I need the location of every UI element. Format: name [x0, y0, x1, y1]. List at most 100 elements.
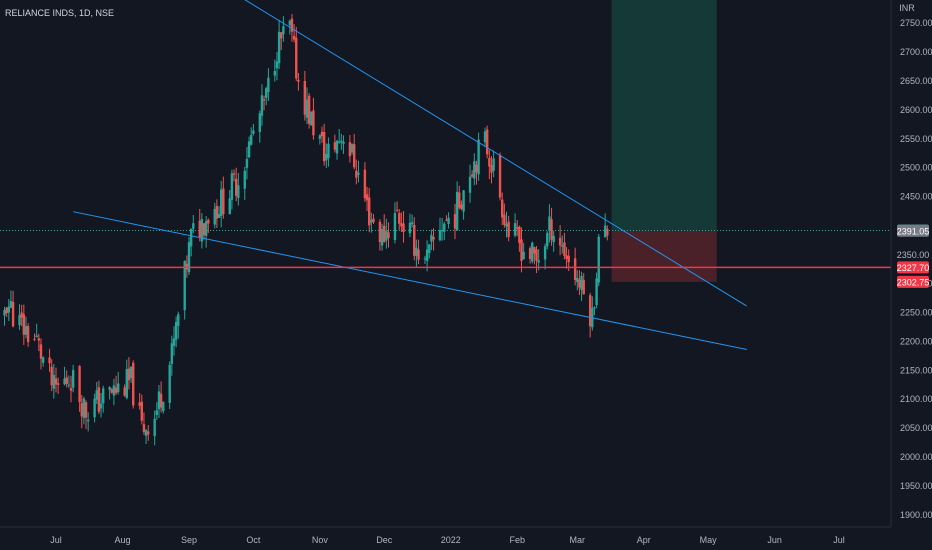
candle [473, 153, 476, 186]
x-tick-label: Oct [246, 535, 261, 545]
candle [501, 192, 504, 226]
candle [101, 385, 105, 413]
candle [395, 201, 399, 213]
candle [99, 393, 103, 418]
candle [307, 93, 311, 129]
x-tick-label: Mar [570, 535, 586, 545]
target-zone[interactable] [611, 0, 717, 231]
candle [247, 136, 251, 159]
candle [440, 217, 444, 241]
y-tick-label: 1900.00 [900, 510, 932, 520]
candle [217, 206, 221, 219]
price-badges: 2805.752391.602391.052350.002327.702302.… [897, 224, 930, 288]
candle [342, 135, 345, 154]
candle [468, 164, 472, 203]
candle [417, 239, 420, 265]
candle [95, 381, 98, 404]
candle [11, 290, 15, 328]
candle [462, 190, 465, 220]
candle [522, 242, 525, 260]
candle [200, 213, 204, 249]
candle [355, 159, 358, 185]
candle [485, 125, 489, 159]
candle [378, 219, 382, 251]
candle [110, 387, 113, 394]
svg-text:2327.70: 2327.70 [897, 263, 930, 273]
candle [325, 143, 328, 168]
candle [593, 306, 596, 316]
svg-text:2350.00: 2350.00 [897, 250, 930, 260]
candle [86, 412, 90, 432]
candle [445, 215, 448, 222]
candle [543, 243, 547, 270]
candle [144, 428, 148, 445]
candle [177, 311, 180, 339]
candle [357, 160, 360, 183]
candle [170, 335, 174, 376]
y-tick-label: 2450.00 [900, 192, 932, 202]
candle [297, 73, 300, 91]
candle [552, 230, 555, 252]
candle [292, 24, 296, 43]
candle [535, 246, 538, 274]
candle [138, 393, 141, 410]
candle [280, 31, 283, 51]
candle [7, 299, 11, 321]
candle [127, 357, 131, 390]
candle [237, 173, 240, 206]
candle [507, 215, 510, 242]
candle [132, 360, 135, 409]
candle [192, 215, 195, 234]
y-tick-label: 2050.00 [900, 423, 932, 433]
candle [333, 134, 337, 153]
candle [498, 152, 502, 201]
time-axis[interactable]: Jul Aug Sep Oct Nov Dec 2022 Feb Mar Apr May Jun Jul [50, 535, 845, 545]
candle [26, 323, 30, 347]
candle [5, 307, 8, 318]
candle [303, 70, 307, 121]
candle [168, 361, 171, 410]
candle [492, 150, 495, 178]
candle [24, 316, 28, 339]
candle [443, 221, 446, 241]
candle [97, 380, 101, 415]
candle [153, 410, 156, 446]
x-tick-label: Sep [181, 535, 197, 545]
candle [455, 181, 459, 231]
candle [365, 186, 369, 212]
candle [277, 19, 281, 70]
candle [112, 378, 116, 406]
y-tick-label: 2250.00 [900, 307, 932, 317]
trendline-1[interactable] [116, 0, 748, 307]
candle [69, 375, 73, 403]
candle [518, 225, 521, 252]
candle [415, 239, 418, 267]
candle [20, 304, 23, 327]
candle [595, 272, 598, 309]
trendline-2[interactable] [73, 211, 747, 350]
candle [475, 160, 478, 185]
candle [533, 246, 536, 265]
candle [250, 127, 253, 146]
candle [580, 271, 583, 301]
candle [159, 381, 163, 413]
candle [603, 213, 607, 238]
candle [528, 246, 532, 264]
candle [78, 365, 81, 412]
candle [9, 290, 13, 309]
candle [232, 169, 236, 182]
candle [548, 204, 551, 243]
y-tick-label: 1950.00 [900, 481, 932, 491]
candle [398, 209, 401, 230]
candle [52, 363, 56, 399]
candle [71, 364, 75, 393]
candle [531, 241, 534, 264]
x-tick-label: Nov [312, 535, 329, 545]
candle [503, 203, 506, 228]
currency-label: INR [899, 3, 915, 13]
x-tick-label: Jul [833, 535, 845, 545]
candle [490, 156, 493, 184]
candle [82, 396, 86, 425]
x-tick-label: Jul [50, 535, 62, 545]
